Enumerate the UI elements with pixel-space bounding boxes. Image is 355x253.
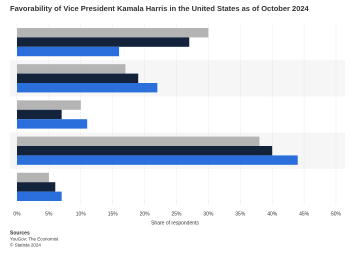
bar	[17, 100, 81, 110]
x-tick-label: 35%	[235, 211, 246, 217]
x-tick-label: 25%	[171, 211, 182, 217]
x-tick-label: 40%	[267, 211, 278, 217]
bar	[17, 155, 298, 165]
bar	[17, 145, 273, 156]
x-tick-label: 0%	[13, 211, 21, 217]
bar	[17, 109, 62, 120]
x-tick-label: 15%	[108, 211, 119, 217]
x-tick-label: 30%	[203, 211, 214, 217]
bar	[17, 83, 158, 93]
x-tick-label: 50%	[331, 211, 342, 217]
bar	[17, 37, 190, 47]
bar	[17, 73, 139, 84]
source-line: YouGov; The Economist	[10, 237, 59, 242]
bar	[17, 172, 49, 183]
bar	[17, 46, 120, 57]
chart-title: Favorability of Vice President Kamala Ha…	[10, 4, 310, 13]
x-axis-label: Share of respondents	[151, 220, 199, 226]
source-heading: Sources	[10, 230, 30, 236]
bar	[17, 27, 209, 38]
x-tick-label: 45%	[299, 211, 310, 217]
bar	[17, 64, 126, 74]
bar	[17, 119, 88, 129]
bar	[17, 191, 62, 202]
x-tick-label: 20%	[140, 211, 151, 217]
bar	[17, 182, 56, 192]
x-tick-label: 10%	[76, 211, 87, 217]
source-line: © Statista 2024	[10, 242, 41, 248]
bar	[17, 136, 260, 146]
x-tick-label: 5%	[45, 211, 53, 217]
